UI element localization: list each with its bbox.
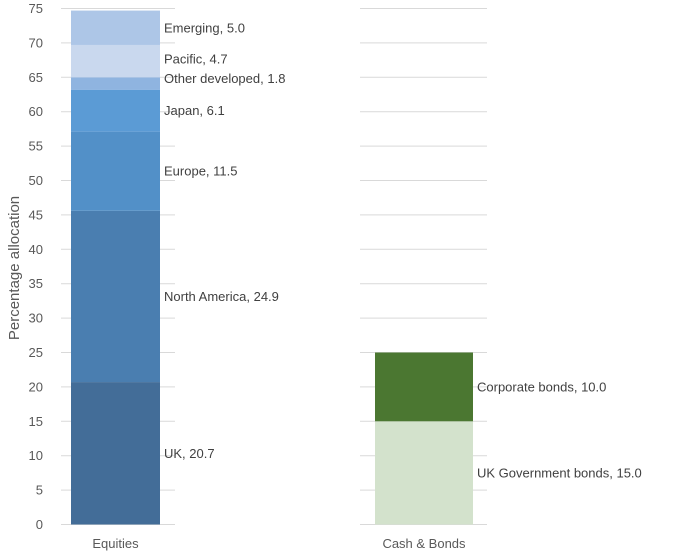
- y-tick-label: 25: [29, 345, 43, 360]
- segment-data-label: Corporate bonds, 10.0: [477, 379, 606, 394]
- bar-segment: [71, 210, 160, 383]
- category-labels: Equities Cash & Bonds: [92, 536, 466, 551]
- segment-data-label: Japan, 6.1: [164, 103, 225, 118]
- y-axis-title: Percentage allocation: [6, 196, 23, 340]
- y-tick-label: 65: [29, 70, 43, 85]
- y-tick-label: 40: [29, 242, 43, 257]
- segment-data-label: UK, 20.7: [164, 446, 215, 461]
- bar-segment: [71, 10, 160, 45]
- y-tick-label: 60: [29, 104, 43, 119]
- segment-data-label: Other developed, 1.8: [164, 71, 285, 86]
- bars: [71, 10, 473, 525]
- segment-data-label: Emerging, 5.0: [164, 20, 245, 35]
- bar-segment: [375, 352, 473, 422]
- y-tick-label: 0: [36, 517, 43, 532]
- y-tick-label: 70: [29, 35, 43, 50]
- bar-segment: [375, 421, 473, 525]
- y-tick-label: 50: [29, 173, 43, 188]
- segment-data-label: Europe, 11.5: [164, 164, 237, 179]
- y-tick-label: 15: [29, 414, 43, 429]
- y-tick-label: 5: [36, 483, 43, 498]
- y-tick-label: 10: [29, 448, 43, 463]
- y-tick-label: 30: [29, 311, 43, 326]
- x-category-label: Equities: [92, 536, 139, 551]
- bar-segment: [71, 382, 160, 525]
- segment-data-label: North America, 24.9: [164, 289, 279, 304]
- x-category-label: Cash & Bonds: [382, 536, 466, 551]
- segment-labels: UK, 20.7 North America, 24.9 Europe, 11.5 J…: [164, 20, 642, 480]
- bar-segment: [71, 89, 160, 132]
- bar-segment: [71, 44, 160, 78]
- segment-data-label: UK Government bonds, 15.0: [477, 465, 642, 480]
- segment-data-label: Pacific, 4.7: [164, 52, 228, 67]
- bar-segment: [71, 77, 160, 90]
- bar-segment: [71, 131, 160, 211]
- y-tick-label: 45: [29, 207, 43, 222]
- y-tick-label: 55: [29, 139, 43, 154]
- y-tick-label: 35: [29, 276, 43, 291]
- y-tick-label: 75: [29, 1, 43, 16]
- y-axis-ticks: 0 5 10 15 20 25 30 35 40 45 50 55 60 65 70 75: [29, 1, 43, 532]
- y-tick-label: 20: [29, 379, 43, 394]
